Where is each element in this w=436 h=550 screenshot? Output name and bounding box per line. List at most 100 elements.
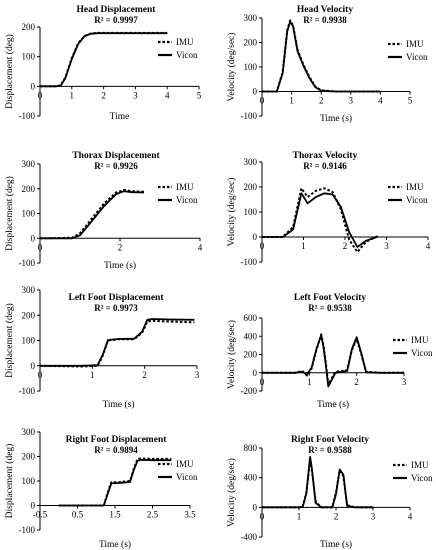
legend-label: IMU	[406, 182, 424, 192]
x-tick-label: 0	[260, 377, 265, 387]
y-tick-label: 200	[244, 182, 258, 192]
y-tick-label: 400	[244, 473, 258, 483]
y-tick-label: -200	[241, 386, 258, 396]
legend-label: Vicon	[176, 50, 198, 60]
y-tick-label: -100	[19, 258, 36, 268]
y-tick-label: 200	[22, 310, 36, 320]
y-tick-label: 0	[31, 501, 36, 511]
y-tick-label: 100	[244, 62, 258, 72]
x-axis-title: Time (s)	[99, 539, 131, 550]
x-tick-label: 1.5	[109, 510, 121, 520]
x-axis-title: Time (s)	[320, 113, 352, 124]
y-tick-label: -100	[19, 111, 36, 121]
series-line-vicon	[262, 192, 379, 248]
x-tick-label: 2	[354, 377, 359, 387]
x-tick-label: 2.5	[147, 510, 159, 520]
y-tick-label: 100	[22, 52, 36, 62]
x-tick-label: 3	[384, 241, 389, 251]
y-tick-label: 0	[253, 232, 258, 242]
y-tick-label: 200	[244, 38, 258, 48]
x-tick-label: 2	[118, 242, 123, 252]
chart-title: Right Foot Displacement	[66, 435, 168, 445]
y-axis-title: Displacement (deg)	[4, 34, 15, 109]
chart-title: Thorax Displacement	[72, 151, 160, 161]
x-tick-label: 3	[371, 511, 376, 521]
x-tick-label: 2	[334, 511, 339, 521]
y-axis-title: Velocity (deg/sec)	[226, 320, 237, 389]
legend-label: Vicon	[406, 195, 428, 205]
x-tick-label: 1	[307, 377, 312, 387]
x-tick-label: 3	[402, 377, 407, 387]
x-tick-label: 4	[426, 241, 431, 251]
y-tick-label: 600	[244, 313, 258, 323]
series-line-imu	[58, 457, 172, 507]
x-axis-title: Time (s)	[104, 260, 136, 271]
x-tick-label: 0.5	[72, 510, 84, 520]
y-axis-title: Velocity (deg/sec)	[226, 178, 237, 247]
chart-title: Right Foot Velocity	[291, 435, 369, 445]
y-axis-title: Displacement (deg)	[4, 444, 15, 519]
y-axis-title: Displacement (deg)	[4, 303, 15, 378]
y-tick-label: 100	[22, 476, 36, 486]
y-tick-label: 300	[244, 13, 258, 23]
x-tick-label: 4	[408, 511, 413, 521]
r-squared-label: R² = 0.9997	[94, 15, 138, 25]
x-axis-title: Time (s)	[317, 399, 349, 410]
y-tick-label: -100	[241, 111, 258, 121]
y-tick-label: -100	[19, 525, 36, 535]
chart-title: Head Displacement	[77, 5, 157, 15]
y-tick-label: -100	[241, 257, 258, 267]
y-tick-label: 300	[22, 285, 36, 295]
x-tick-label: 1	[70, 90, 75, 100]
chart-title: Left Foot Velocity	[294, 293, 367, 303]
legend-label: IMU	[411, 460, 429, 470]
x-axis-title: Time	[110, 112, 130, 122]
legend-label: Vicon	[406, 52, 428, 62]
y-axis-title: Displacement (deg)	[4, 176, 15, 251]
series-line-imu	[262, 458, 373, 509]
legend-label: IMU	[176, 37, 194, 47]
x-tick-label: 4	[198, 242, 203, 252]
y-tick-label: 0	[253, 87, 258, 97]
x-axis-title: Time (s)	[102, 399, 134, 410]
y-tick-label: -100	[19, 386, 36, 396]
chart-title: Thorax Velocity	[293, 151, 358, 161]
x-tick-label: 1	[297, 511, 302, 521]
x-tick-label: 5	[197, 90, 202, 100]
y-tick-label: 200	[22, 22, 36, 32]
y-tick-label: 0	[31, 233, 36, 243]
series-line-vicon	[262, 455, 373, 509]
y-tick-label: 400	[244, 331, 258, 341]
x-tick-label: 5	[408, 96, 413, 106]
x-tick-label: 0	[38, 90, 43, 100]
y-axis-title: Velocity (deg/sec)	[226, 458, 237, 527]
series-line-imu	[40, 31, 168, 88]
r-squared-label: R² = 0.9926	[94, 161, 138, 171]
x-axis-title: Time (s)	[320, 539, 352, 550]
y-tick-label: 200	[22, 452, 36, 462]
x-tick-label: 0	[38, 242, 43, 252]
series-line-vicon	[40, 318, 195, 367]
r-squared-label: R² = 0.9894	[94, 445, 138, 455]
r-squared-label: R² = 0.9588	[308, 445, 352, 455]
x-tick-label: 0	[260, 96, 265, 106]
r-squared-label: R² = 0.9973	[94, 303, 138, 313]
x-tick-label: 3	[195, 370, 200, 380]
x-tick-label: 1	[301, 241, 306, 251]
series-line-imu	[39, 189, 145, 240]
x-tick-label: 3.5	[184, 510, 196, 520]
x-tick-label: 0	[38, 370, 43, 380]
y-tick-label: 100	[22, 336, 36, 346]
y-tick-label: 0	[31, 361, 36, 371]
y-tick-label: 100	[22, 209, 36, 219]
x-tick-label: 2	[142, 370, 147, 380]
legend-label: IMU	[176, 182, 194, 192]
series-line-vicon	[262, 334, 404, 388]
